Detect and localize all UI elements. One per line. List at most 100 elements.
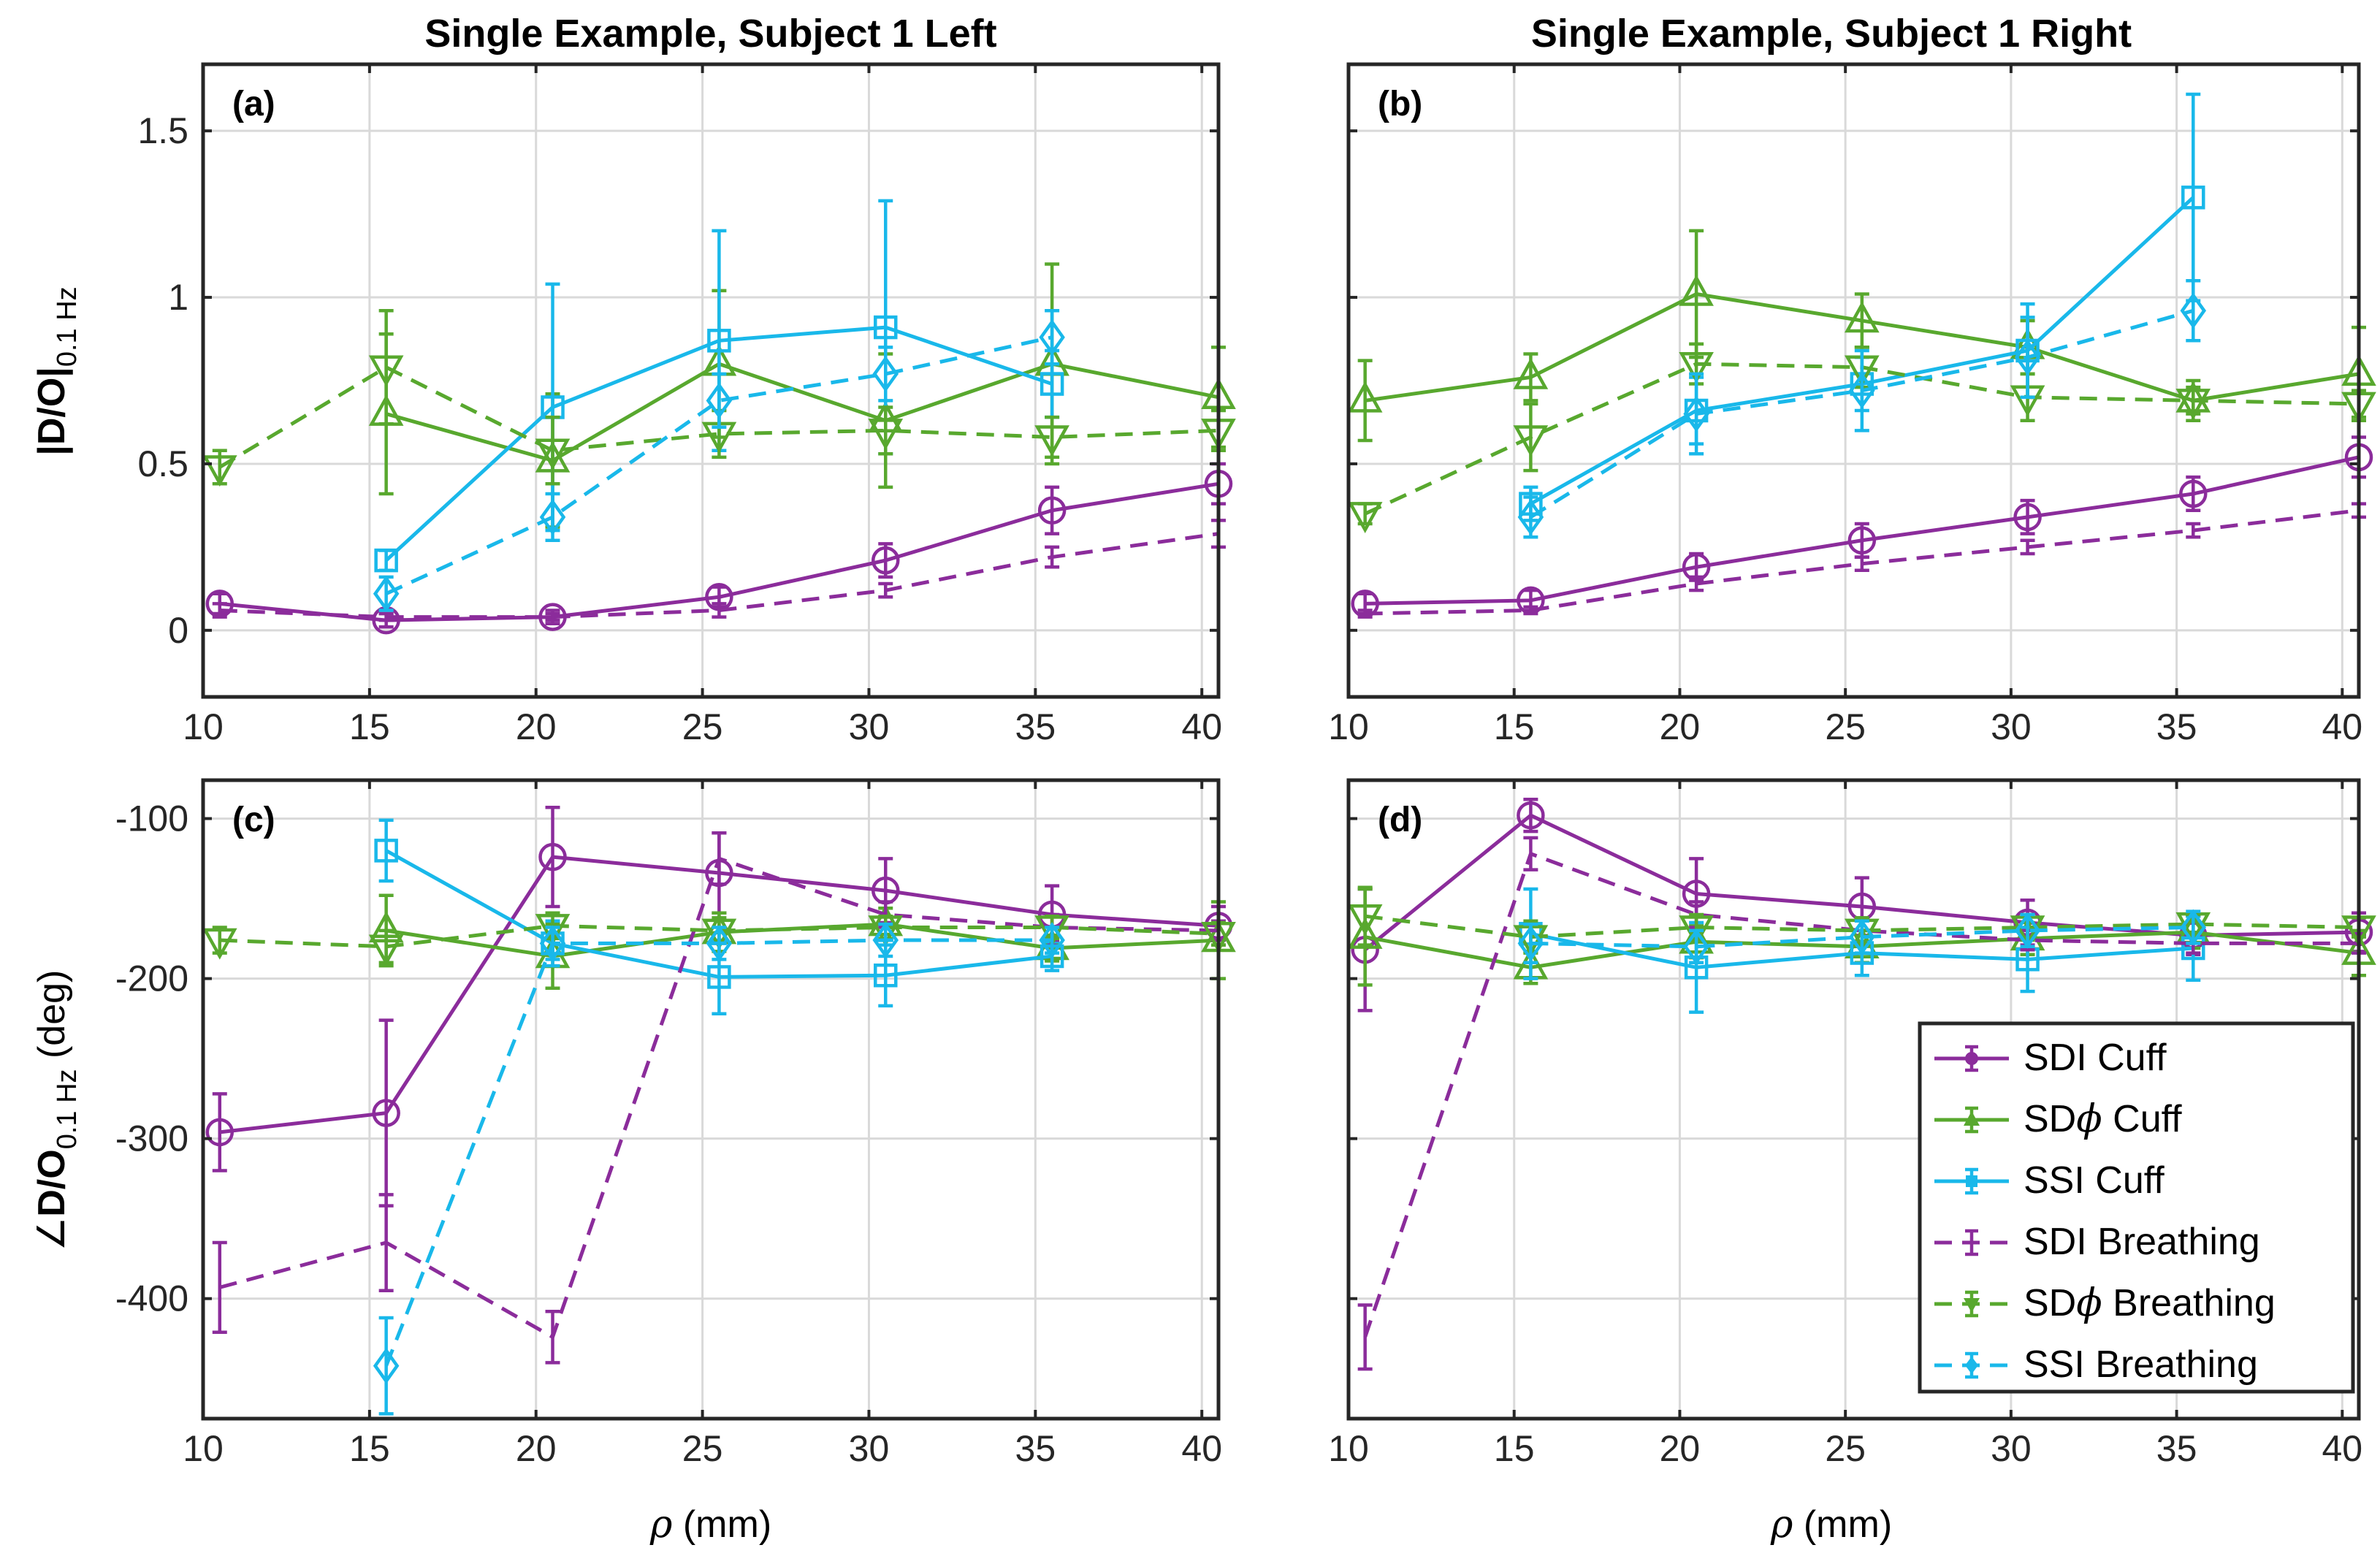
errorbar-sdi-breathing-b-2	[1689, 575, 1704, 592]
x-tick-label-c-0: 10	[183, 1428, 224, 1469]
errorbar-sdi-breathing-b-4	[2020, 538, 2035, 556]
point-ssi-breathing-d-4	[2180, 909, 2207, 946]
x-tick-label-c-2: 20	[516, 1428, 557, 1469]
y-tick-label-a-1: 0.5	[137, 443, 188, 484]
errorbar-sdi-cuff-c-0	[212, 1092, 227, 1172]
x-tick-label-b-5: 35	[2156, 706, 2197, 747]
y-axis-label-phase: ∠D/O0.1 Hz (deg)	[31, 970, 83, 1251]
point-ssi-breathing-c-3	[872, 922, 899, 958]
point-sdphi-cuff-b-2	[1679, 274, 1714, 306]
x-tick-label-d-4: 30	[1991, 1428, 2032, 1469]
legend-mark-ssi-cuff	[1934, 1167, 2009, 1195]
point-ssi-breathing-a-2	[706, 382, 733, 419]
errorbar-sdi-breathing-c-2	[545, 1309, 560, 1365]
legend-mark-sdphi-breathing	[1934, 1290, 2009, 1318]
x-tick-label-c-6: 40	[1181, 1428, 1222, 1469]
point-ssi-cuff-c-0	[374, 839, 398, 863]
point-sdphi-breathing-c-5	[1034, 915, 1069, 947]
point-sdphi-cuff-b-3	[1845, 301, 1880, 333]
errorbar-sdi-breathing-c-3	[712, 831, 727, 886]
legend-label-sdi-breathing: SDI Breathing	[2024, 1221, 2260, 1263]
legend-sdphi-br-pre: SD	[2024, 1282, 2076, 1324]
errorbar-ssi-breathing-b-2	[1854, 348, 1869, 432]
point-sdphi-breathing-c-0	[202, 928, 237, 960]
legend-label-sdphi-cuff: SDϕ Cuff	[2024, 1097, 2182, 1141]
errorbar-sdphi-breathing-b-1	[1523, 402, 1538, 473]
x-label-rho-left: ρ	[649, 1503, 673, 1546]
point-ssi-cuff-a-3	[874, 315, 898, 340]
point-ssi-breathing-a-3	[872, 356, 899, 392]
y-axis-label-magnitude: |D/O|0.1 Hz	[31, 286, 83, 455]
errorbar-ssi-breathing-c-0	[378, 1316, 394, 1416]
x-tick-label-c-1: 15	[349, 1428, 390, 1469]
line-sdphi-cuff-a	[385, 362, 1219, 462]
errorbar-sdi-breathing-a-5	[1045, 545, 1060, 569]
point-ssi-breathing-c-0	[373, 1347, 400, 1384]
errorbar-sdi-breathing-a-0	[212, 602, 227, 619]
point-ssi-breathing-a-4	[1039, 318, 1065, 356]
y-tick-label-c-1: -200	[115, 958, 188, 999]
x-tick-label-d-6: 40	[2322, 1428, 2363, 1469]
x-tick-label-c-3: 25	[682, 1428, 723, 1469]
legend-sdphi-br-sym: ϕ	[2076, 1281, 2102, 1325]
errorbar-ssi-breathing-a-0	[378, 575, 394, 612]
errorbar-ssi-breathing-b-4	[2186, 279, 2201, 343]
x-tick-label-c-5: 35	[1015, 1428, 1056, 1469]
axes-box-c	[201, 778, 1221, 1421]
point-sdphi-breathing-b-2	[1679, 351, 1714, 384]
point-sdi-cuff-b-4	[2013, 503, 2042, 532]
x-tick-label-b-2: 20	[1660, 706, 1701, 747]
x-tick-label-b-0: 10	[1328, 706, 1369, 747]
point-sdphi-breathing-b-1	[1513, 425, 1549, 457]
x-tick-label-a-6: 40	[1181, 706, 1222, 747]
legend-label-sdi-cuff: SDI Cuff	[2024, 1037, 2167, 1079]
y-tick-label-c-0: -100	[115, 798, 188, 839]
point-sdi-cuff-a-5	[1037, 496, 1067, 525]
point-sdphi-breathing-d-0	[1347, 904, 1383, 936]
series-sdi-breathing-b	[1357, 502, 2366, 619]
point-ssi-breathing-c-4	[1039, 922, 1065, 958]
y-tick-label-a-3: 1.5	[137, 110, 188, 151]
panel-label-b: (b)	[1378, 85, 1422, 123]
x-tick-label-a-3: 25	[682, 706, 723, 747]
series-sdi-breathing-a	[212, 519, 1226, 622]
point-sdphi-breathing-a-4	[868, 419, 904, 451]
errorbar-sdi-breathing-d-0	[1357, 1303, 1373, 1371]
legend-marks	[1934, 1045, 2009, 1379]
legend-label-ssi-breathing: SSI Breathing	[2024, 1343, 2258, 1386]
errorbar-sdphi-breathing-a-1	[378, 309, 394, 426]
point-ssi-breathing-c-1	[539, 925, 566, 962]
y-label-mag-sub: 0.1 Hz	[52, 286, 83, 367]
legend-mark-sdphi-cuff	[1934, 1106, 2009, 1134]
point-ssi-breathing-d-3	[2014, 912, 2041, 949]
x-tick-label-d-3: 25	[1825, 1428, 1866, 1469]
point-sdi-cuff-d-1	[1517, 801, 1545, 830]
x-tick-label-c-4: 30	[849, 1428, 890, 1469]
point-sdphi-breathing-a-1	[368, 355, 404, 387]
point-sdphi-breathing-a-2	[535, 438, 571, 470]
x-axis-label-left: ρ (mm)	[649, 1503, 771, 1546]
series-ssi-breathing-c	[373, 922, 1065, 1416]
x-label-unit-right: (mm)	[1793, 1503, 1892, 1546]
errorbar-sdi-breathing-c-1	[378, 1193, 394, 1293]
errorbar-ssi-cuff-b-4	[2186, 92, 2201, 302]
errorbar-sdi-breathing-a-3	[712, 602, 727, 619]
y-label-mag-main: |D/O|	[31, 367, 73, 456]
panel-b: 10 15 20 25 30 35 40 (b)	[1328, 62, 2376, 747]
point-ssi-breathing-d-1	[1683, 928, 1709, 965]
y-tick-label-c-2: -300	[115, 1118, 188, 1159]
errorbar-sdi-breathing-c-0	[212, 1240, 227, 1334]
point-sdphi-cuff-d-0	[1347, 918, 1383, 949]
y-tick-label-c-3: -400	[115, 1278, 188, 1319]
series-ssi-breathing-a	[373, 309, 1065, 612]
legend-sdphi-cuff-post: Cuff	[2102, 1098, 2182, 1140]
errorbar-sdi-breathing-a-4	[878, 581, 893, 599]
x-tick-label-d-2: 20	[1660, 1428, 1701, 1469]
point-ssi-cuff-b-4	[2181, 186, 2205, 210]
panel-label-d: (d)	[1378, 801, 1422, 839]
line-ssi-breathing-a	[385, 335, 1053, 595]
point-ssi-breathing-b-0	[1517, 499, 1544, 535]
panel-c: 10 15 20 25 30 35 40 -100 -200 -300 -400 (c)	[115, 778, 1236, 1469]
point-sdi-cuff-a-4	[871, 546, 900, 575]
